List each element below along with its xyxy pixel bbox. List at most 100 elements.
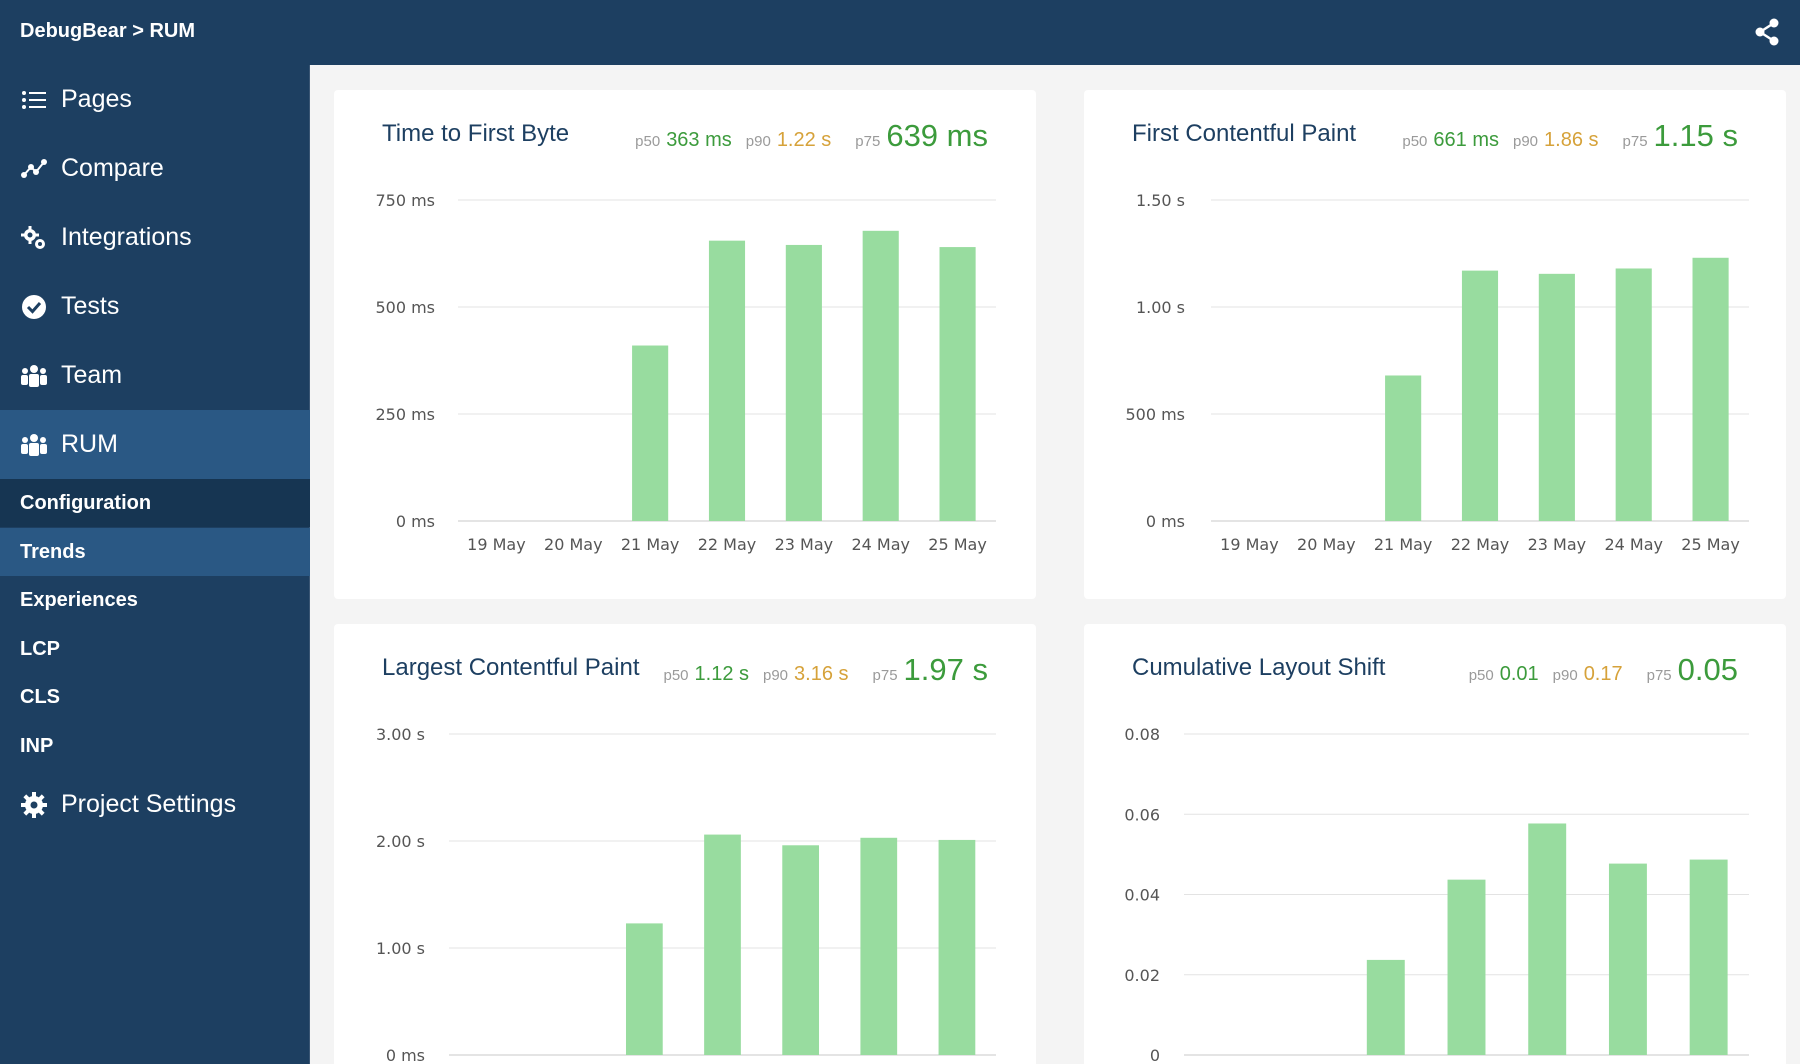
p50-value: 1.12 s	[694, 663, 749, 685]
chart-fcp: 0 ms 500 ms 1.00 s 1.50 s 19 May 20 May 21 May…	[1125, 191, 1749, 554]
sidebar-item-integrations[interactable]: Integrations	[0, 203, 310, 272]
bar	[782, 845, 820, 1055]
y-tick-label: 0.04	[1124, 886, 1160, 905]
sidebar-item-tests[interactable]: Tests	[0, 272, 310, 341]
sidebar-subitem-lcp[interactable]: LCP	[20, 637, 60, 660]
sidebar-item-project-settings[interactable]: Project Settings	[0, 770, 310, 839]
p90-value: 1.86 s	[1544, 129, 1599, 151]
p90-label: p90	[1513, 133, 1539, 150]
bar	[704, 834, 741, 1055]
sidebar: Pages Compare Integrations Tests Team RU…	[0, 65, 310, 1064]
y-tick-label: 0 ms	[1146, 512, 1185, 531]
y-tick-label: 0.02	[1124, 966, 1160, 985]
x-tick-label: 21 May	[1374, 535, 1433, 554]
bar	[1366, 959, 1405, 1055]
p90-value: 1.22 s	[776, 129, 832, 151]
sidebar-subitem-configuration[interactable]: Configuration	[0, 479, 310, 527]
stats-summary: p50 661 ms p90 1.86 s p75 1.15 s	[1402, 118, 1738, 154]
compare-icon	[19, 154, 49, 184]
bar	[708, 240, 746, 521]
sidebar-item-label: Project Settings	[61, 790, 237, 818]
sidebar-item-pages[interactable]: Pages	[0, 65, 310, 134]
p90-label: p90	[745, 133, 771, 150]
bar	[1689, 859, 1728, 1055]
bar	[1615, 268, 1652, 521]
x-tick-label: 25 May	[928, 535, 987, 554]
y-tick-label: 1.50 s	[1136, 191, 1185, 210]
team-icon	[19, 430, 49, 460]
x-tick-label: 22 May	[1451, 535, 1510, 554]
x-tick-label: 20 May	[544, 535, 603, 554]
p75-label: p75	[1622, 133, 1648, 150]
x-tick-label: 24 May	[851, 535, 910, 554]
chart-ttfb: 0 ms 250 ms 500 ms 750 ms 19 May 20 May 21 May…	[375, 191, 996, 554]
sidebar-item-label: Integrations	[61, 223, 192, 251]
x-tick-label: 23 May	[1528, 535, 1587, 554]
sidebar-item-compare[interactable]: Compare	[0, 134, 310, 203]
p50-value: 0.01	[1499, 663, 1539, 685]
bar	[625, 923, 663, 1055]
x-tick-label: 23 May	[775, 535, 834, 554]
y-tick-label: 1.00 s	[376, 939, 425, 958]
bar	[1447, 879, 1486, 1055]
x-tick-label: 25 May	[1681, 535, 1740, 554]
card-title: First Contentful Paint	[1132, 120, 1357, 147]
x-tick-label: 21 May	[621, 535, 680, 554]
bar	[860, 837, 898, 1055]
sidebar-item-label: RUM	[61, 430, 118, 458]
sidebar-item-label: Tests	[61, 292, 120, 320]
p50-label: p50	[663, 667, 689, 684]
p75-value: 0.05	[1677, 652, 1738, 687]
bar	[939, 247, 976, 521]
p75-label: p75	[872, 667, 898, 684]
share-icon[interactable]	[1754, 18, 1780, 46]
p75-value: 639 ms	[886, 118, 988, 153]
bar	[1385, 375, 1422, 521]
stats-summary: p50 1.12 s p90 3.16 s p75 1.97 s	[663, 652, 988, 688]
y-tick-label: 0.06	[1124, 805, 1160, 824]
sidebar-subitem-cls[interactable]: CLS	[20, 685, 60, 708]
p50-label: p50	[1468, 667, 1494, 684]
bar	[1461, 270, 1499, 521]
y-tick-label: 0 ms	[396, 512, 435, 531]
card-title: Largest Contentful Paint	[382, 654, 640, 681]
breadcrumb[interactable]: DebugBear > RUM	[20, 20, 196, 42]
bar	[862, 230, 899, 522]
stats-summary: p50 363 ms p90 1.22 s p75 639 ms	[635, 118, 988, 154]
sidebar-subitem-experiences[interactable]: Experiences	[20, 588, 138, 611]
sidebar-item-label: Pages	[61, 85, 132, 113]
sidebar-subitem-trends[interactable]: Trends	[0, 528, 310, 576]
gear-icon	[19, 790, 49, 820]
stats-summary: p50 0.01 p90 0.17 p75 0.05	[1469, 652, 1738, 688]
card-title: Time to First Byte	[382, 120, 570, 147]
list-icon	[19, 85, 49, 115]
bar	[1538, 273, 1575, 521]
p50-label: p50	[1402, 133, 1428, 150]
sidebar-item-label: Compare	[61, 154, 164, 182]
y-tick-label: 750 ms	[375, 191, 435, 210]
p75-value: 1.15 s	[1653, 118, 1738, 153]
sidebar-item-team[interactable]: Team	[0, 341, 310, 410]
bar	[785, 244, 822, 521]
y-tick-label: 1.00 s	[1136, 298, 1185, 317]
y-tick-label: 0.08	[1124, 725, 1160, 744]
bar	[1528, 823, 1567, 1055]
y-tick-label: 250 ms	[375, 405, 435, 424]
top-bar: DebugBear > RUM	[0, 0, 1800, 65]
x-tick-label: 24 May	[1604, 535, 1663, 554]
bar	[938, 839, 976, 1055]
bar	[632, 345, 669, 521]
x-tick-label: 22 May	[698, 535, 757, 554]
sidebar-subitem-inp[interactable]: INP	[20, 734, 54, 757]
x-tick-label: 19 May	[467, 535, 526, 554]
p90-value: 3.16 s	[794, 663, 849, 685]
p90-value: 0.17	[1583, 663, 1623, 685]
team-icon	[19, 361, 49, 391]
bar	[1608, 863, 1647, 1055]
sidebar-item-rum[interactable]: RUM	[0, 410, 310, 479]
p50-value: 363 ms	[666, 129, 732, 151]
y-tick-label: 2.00 s	[376, 832, 425, 851]
